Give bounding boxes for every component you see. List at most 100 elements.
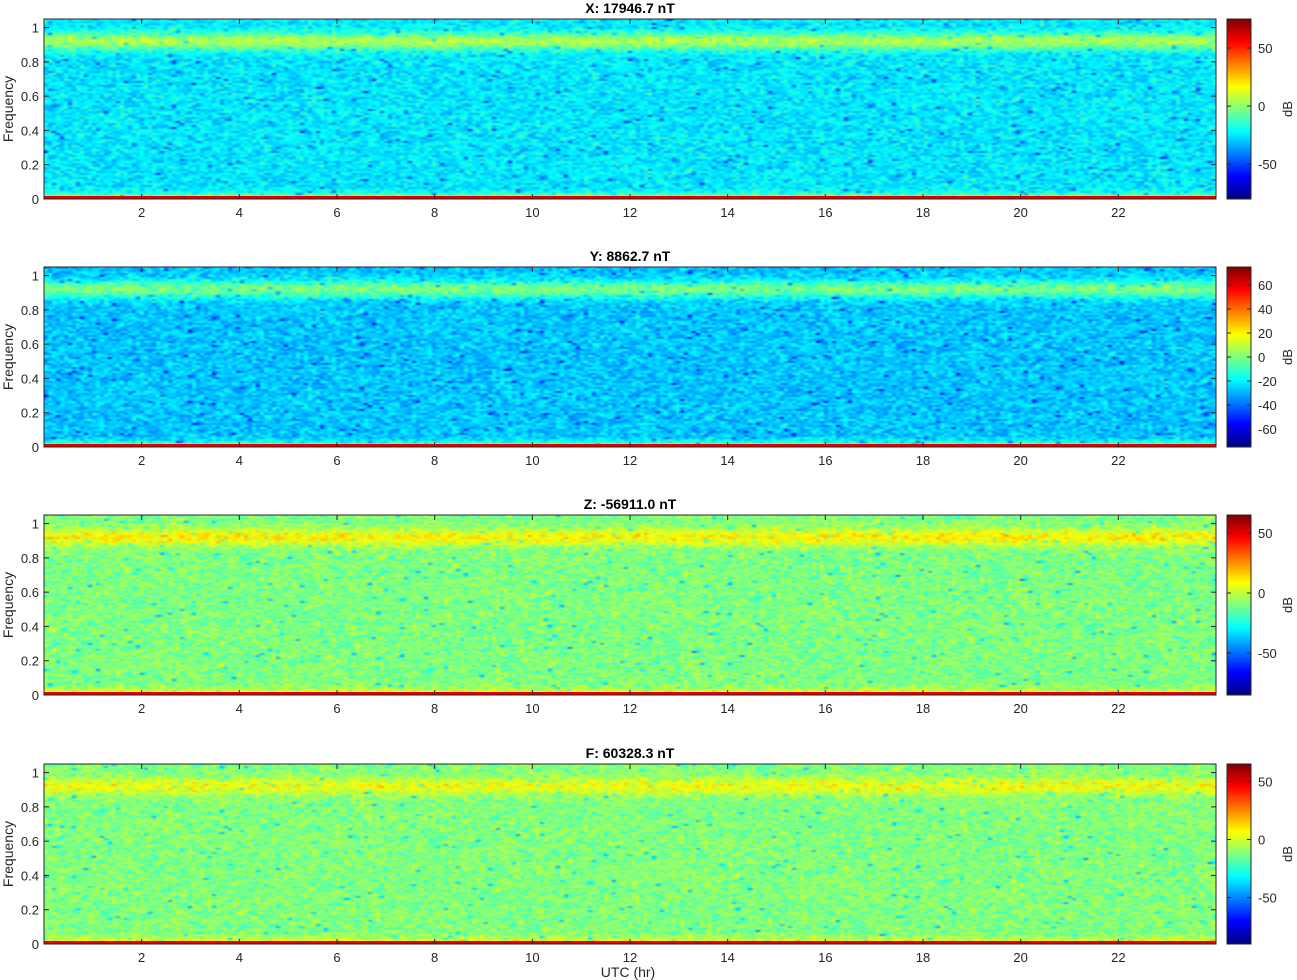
colorbar-tick-label: 50 <box>1258 774 1272 789</box>
x-tick-label: 4 <box>236 453 243 468</box>
colorbar-tick-label: -40 <box>1258 398 1277 413</box>
y-tick-label: 0.2 <box>21 158 39 173</box>
x-tick-label: 2 <box>138 205 145 220</box>
x-tick-label: 6 <box>333 453 340 468</box>
x-tick-label: 22 <box>1111 205 1125 220</box>
colorbar-tick-label: 20 <box>1258 326 1272 341</box>
panel-title: F: 60328.3 nT <box>586 745 675 761</box>
colorbar-label: dB <box>1280 846 1295 862</box>
y-tick-label: 0 <box>32 440 39 455</box>
x-tick-label: 12 <box>623 950 637 965</box>
x-tick-label: 22 <box>1111 950 1125 965</box>
x-tick-label: 18 <box>916 701 930 716</box>
x-tick-label: 14 <box>720 701 734 716</box>
y-tick-label: 0.2 <box>21 654 39 669</box>
x-tick-label: 12 <box>623 701 637 716</box>
y-tick-label: 1 <box>32 269 39 284</box>
x-tick-label: 6 <box>333 701 340 716</box>
colorbar-tick-label: -50 <box>1258 891 1277 906</box>
x-tick-label: 2 <box>138 950 145 965</box>
x-tick-label: 16 <box>818 701 832 716</box>
y-tick-label: 1 <box>32 517 39 532</box>
spectrogram-heatmap <box>44 19 1216 199</box>
x-tick-label: 2 <box>138 453 145 468</box>
y-tick-label: 0.4 <box>21 123 39 138</box>
spectrogram-heatmap <box>44 515 1216 695</box>
colorbar-tick-label: 0 <box>1258 350 1265 365</box>
y-tick-label: 0.4 <box>21 868 39 883</box>
colorbar-tick-label: 50 <box>1258 41 1272 56</box>
y-tick-label: 0 <box>32 192 39 207</box>
panel-title: Z: -56911.0 nT <box>584 496 677 512</box>
y-tick-label: 1 <box>32 21 39 36</box>
x-tick-label: 22 <box>1111 701 1125 716</box>
y-tick-label: 0.4 <box>21 619 39 634</box>
x-tick-label: 4 <box>236 205 243 220</box>
colorbar-tick-label: 0 <box>1258 586 1265 601</box>
colorbar-frame <box>1226 514 1252 696</box>
x-tick-label: 20 <box>1013 950 1027 965</box>
x-tick-label: 8 <box>431 701 438 716</box>
colorbar-tick-label: -50 <box>1258 646 1277 661</box>
colorbar-label: dB <box>1280 597 1295 613</box>
y-axis-label: Frequency <box>0 821 16 887</box>
x-tick-label: 20 <box>1013 453 1027 468</box>
y-tick-label: 0 <box>32 688 39 703</box>
colorbar-tick-label: -60 <box>1258 422 1277 437</box>
x-tick-label: 4 <box>236 701 243 716</box>
x-tick-label: 8 <box>431 453 438 468</box>
x-axis-label: UTC (hr) <box>601 964 655 980</box>
colorbar-label: dB <box>1280 101 1295 117</box>
y-tick-label: 0.6 <box>21 834 39 849</box>
x-tick-label: 10 <box>525 950 539 965</box>
x-tick-label: 16 <box>818 205 832 220</box>
colorbar-tick-label: 50 <box>1258 526 1272 541</box>
colorbar-tick-label: -20 <box>1258 374 1277 389</box>
y-tick-label: 0.8 <box>21 303 39 318</box>
x-tick-label: 18 <box>916 950 930 965</box>
panel-title: X: 17946.7 nT <box>585 0 675 16</box>
x-tick-label: 6 <box>333 950 340 965</box>
y-tick-label: 0.2 <box>21 406 39 421</box>
y-tick-label: 0.6 <box>21 585 39 600</box>
x-tick-label: 4 <box>236 950 243 965</box>
x-tick-label: 22 <box>1111 453 1125 468</box>
y-tick-label: 0.4 <box>21 371 39 386</box>
y-tick-label: 0 <box>32 937 39 952</box>
x-tick-label: 14 <box>720 205 734 220</box>
y-tick-label: 0.2 <box>21 903 39 918</box>
y-axis-label: Frequency <box>0 324 16 390</box>
x-tick-label: 14 <box>720 950 734 965</box>
colorbar-frame <box>1226 763 1252 945</box>
x-tick-label: 14 <box>720 453 734 468</box>
x-tick-label: 20 <box>1013 205 1027 220</box>
y-tick-label: 0.8 <box>21 800 39 815</box>
colorbar <box>1227 19 1251 199</box>
colorbar <box>1227 515 1251 695</box>
colorbar-tick-label: 0 <box>1258 832 1265 847</box>
colorbar-frame <box>1226 18 1252 200</box>
spectrogram-heatmap <box>44 267 1216 447</box>
colorbar-tick-label: 40 <box>1258 302 1272 317</box>
y-tick-label: 0.6 <box>21 337 39 352</box>
colorbar-tick-label: -50 <box>1258 157 1277 172</box>
x-tick-label: 16 <box>818 950 832 965</box>
x-tick-label: 20 <box>1013 701 1027 716</box>
x-tick-label: 18 <box>916 453 930 468</box>
x-tick-label: 12 <box>623 205 637 220</box>
x-tick-label: 10 <box>525 701 539 716</box>
y-tick-label: 0.6 <box>21 89 39 104</box>
y-axis-label: Frequency <box>0 572 16 638</box>
y-tick-label: 0.8 <box>21 551 39 566</box>
y-tick-label: 0.8 <box>21 55 39 70</box>
panel-title: Y: 8862.7 nT <box>590 248 671 264</box>
spectrogram-heatmap <box>44 764 1216 944</box>
y-tick-label: 1 <box>32 766 39 781</box>
colorbar-tick-label: 0 <box>1258 99 1265 114</box>
x-tick-label: 12 <box>623 453 637 468</box>
y-axis-label: Frequency <box>0 76 16 142</box>
x-tick-label: 10 <box>525 205 539 220</box>
